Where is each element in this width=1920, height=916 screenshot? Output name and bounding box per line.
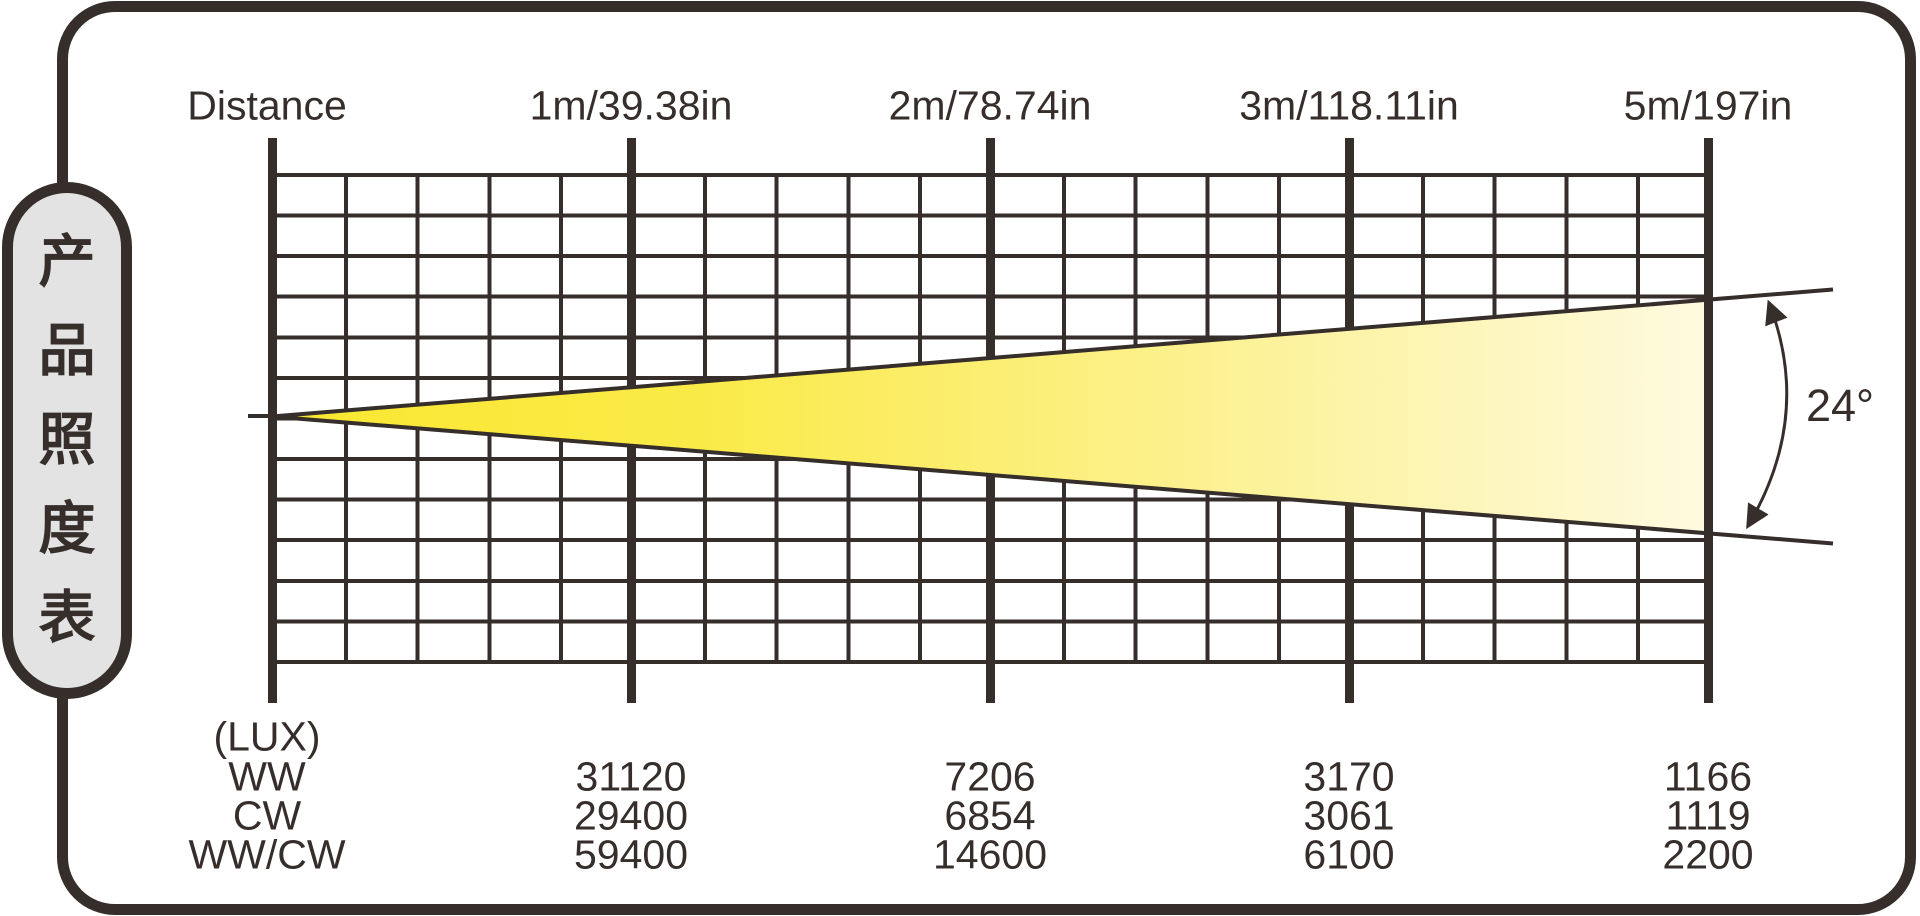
row-label-wwcw: WW/CW — [188, 831, 346, 878]
tick-5m — [1703, 138, 1713, 703]
beam-angle-value: 24° — [1805, 380, 1875, 431]
wwcw-3m-value: 6100 — [1303, 831, 1395, 878]
row-label-cw: CW — [232, 792, 302, 839]
wwcw-2m-value: 14600 — [932, 831, 1048, 878]
page-title: 产品照度表 — [38, 230, 96, 650]
cw-1m-value: 29400 — [573, 792, 689, 839]
tick-label-5m: 5m/197in — [1623, 82, 1793, 129]
wwcw-5m-value: 2200 — [1662, 831, 1754, 878]
ww-2m-value: 7206 — [944, 753, 1036, 800]
cw-5m-value: 1119 — [1665, 792, 1751, 839]
ww-1m-value: 31120 — [575, 753, 687, 800]
tick-label-1m: 1m/39.38in — [529, 82, 733, 129]
tick-label-2m: 2m/78.74in — [888, 82, 1092, 129]
ww-3m-value: 3170 — [1303, 753, 1395, 800]
wwcw-1m-value: 59400 — [573, 831, 689, 878]
cw-2m-value: 6854 — [944, 792, 1036, 839]
ww-5m-value: 1166 — [1663, 753, 1753, 800]
title-pill: 产品照度表 — [2, 182, 132, 699]
lux-unit-label: (LUX) — [213, 713, 321, 760]
cw-3m-value: 3061 — [1303, 792, 1395, 839]
distance-label: Distance — [187, 82, 347, 129]
tick-distance — [267, 138, 277, 703]
row-label-ww: WW — [228, 753, 306, 800]
tick-label-3m: 3m/118.11in — [1239, 82, 1459, 129]
